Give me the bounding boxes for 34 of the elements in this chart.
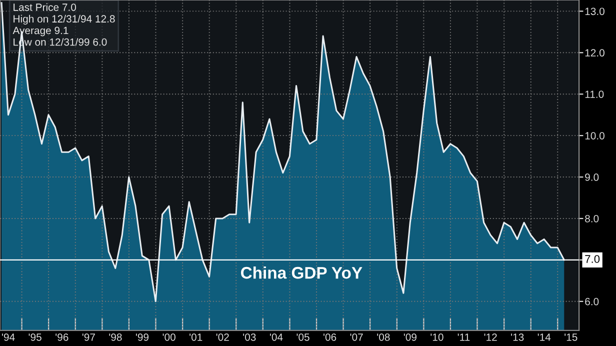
y-tick-label: 9.0 <box>585 174 599 181</box>
x-tick-label: '11 <box>458 334 470 341</box>
annotation: Last Price 7.0 <box>14 3 76 11</box>
y-tick-label: 13.0 <box>585 8 604 16</box>
x-tick-label: '01 <box>190 333 202 341</box>
x-tick-label: '04 <box>270 333 283 341</box>
x-tick-label: '05 <box>296 333 310 341</box>
x-tick-label: '94 <box>2 333 15 341</box>
x-tick-label: '03 <box>243 333 256 341</box>
x-tick-label: '09 <box>404 333 416 341</box>
x-tick-label: '00 <box>162 333 176 341</box>
x-tick-label: '97 <box>82 333 95 341</box>
x-tick-label: '08 <box>377 333 390 341</box>
y-tick-label: 12.0 <box>585 49 604 57</box>
x-tick-label: '02 <box>216 333 229 341</box>
y-tick-label: 10.0 <box>585 132 604 140</box>
x-tick-label: '10 <box>430 333 444 341</box>
x-tick-label: '13 <box>511 333 524 341</box>
x-tick-label: '98 <box>109 333 122 341</box>
ref-line-label: 7.0 <box>585 255 600 263</box>
x-tick-label: '14 <box>538 334 551 341</box>
annotation: Average 9.1 <box>12 26 68 36</box>
x-tick-label: '12 <box>484 333 497 341</box>
x-tick-label: '95 <box>28 333 42 341</box>
x-tick-label: '15 <box>564 334 578 341</box>
y-tick-label: 6.0 <box>585 298 599 306</box>
y-tick-label: 11.0 <box>585 90 604 98</box>
x-tick-label: '06 <box>324 333 336 341</box>
x-tick-label: '99 <box>136 333 149 341</box>
x-tick-label: '07 <box>350 333 363 341</box>
y-tick-label: 8.0 <box>585 214 599 222</box>
x-tick-label: '96 <box>56 333 68 341</box>
annotation: High on 12/31/94 12.8 <box>14 14 115 25</box>
annotation: China GDP YoY <box>240 266 362 279</box>
